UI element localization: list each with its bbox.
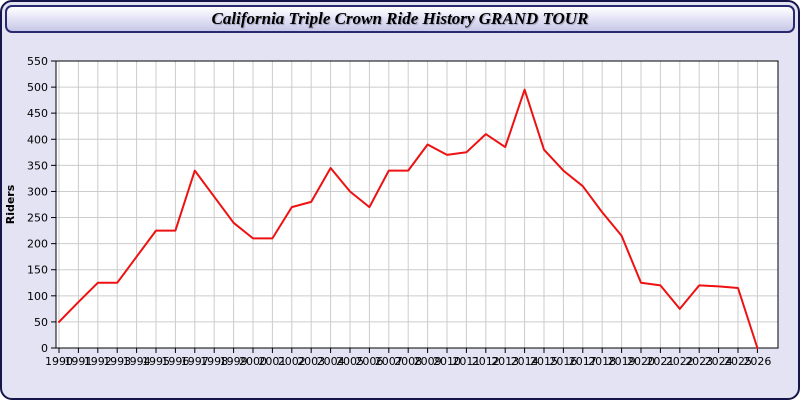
axis-frame (55, 60, 779, 349)
x-tick-label: 2012 (472, 355, 500, 368)
y-tick-label: 250 (27, 212, 48, 225)
x-tick-label: 1998 (200, 355, 228, 368)
x-tick-label: 2002 (278, 355, 306, 368)
x-tick-label: 2001 (258, 355, 286, 368)
x-tick-label: 2011 (452, 355, 480, 368)
x-tick-label: 1993 (103, 355, 131, 368)
plot-area (56, 61, 778, 348)
x-tick-label: 2014 (511, 355, 539, 368)
x-tick-label: 1990 (45, 355, 73, 368)
page-title: California Triple Crown Ride History GRA… (211, 9, 589, 28)
x-tick-label: 2009 (414, 355, 442, 368)
x-tick-label: 1992 (84, 355, 112, 368)
x-tick-label: 1997 (181, 355, 209, 368)
x-tick-label: 2015 (530, 355, 558, 368)
y-tick-label: 400 (27, 133, 48, 146)
x-tick-label: 2021 (646, 355, 674, 368)
x-tick-label: 2000 (239, 355, 267, 368)
x-tick-label: 2024 (705, 355, 733, 368)
y-tick-label: 300 (27, 185, 48, 198)
y-tick-label: 200 (27, 238, 48, 251)
x-tick-label: 2017 (569, 355, 597, 368)
ride-history-line (58, 88, 759, 349)
y-tick-label: 550 (27, 55, 48, 68)
y-axis-title: Riders (4, 184, 17, 224)
x-tick-label: 1994 (123, 355, 151, 368)
x-tick-label: 2008 (394, 355, 422, 368)
x-tick-label: 2019 (608, 355, 636, 368)
x-tick-label: 2026 (743, 355, 771, 368)
x-tick-label: 2005 (336, 355, 364, 368)
x-tick-label: 2016 (549, 355, 577, 368)
y-tick-label: 50 (34, 316, 48, 329)
x-tick-label: 2013 (491, 355, 519, 368)
x-tick-label: 2022 (666, 355, 694, 368)
x-tick-label: 2023 (685, 355, 713, 368)
x-tick-label: 2018 (588, 355, 616, 368)
x-tick-label: 2007 (375, 355, 403, 368)
x-tick-label: 2025 (724, 355, 752, 368)
y-tick-label: 500 (27, 81, 48, 94)
y-tick-label: 0 (41, 342, 48, 355)
title-bar: California Triple Crown Ride History GRA… (5, 5, 795, 33)
x-tick-label: 2006 (355, 355, 383, 368)
x-tick-label: 1995 (142, 355, 170, 368)
x-tick-label: 2004 (317, 355, 345, 368)
y-tick-label: 150 (27, 264, 48, 277)
y-tick-label: 350 (27, 159, 48, 172)
y-tick-label: 100 (27, 290, 48, 303)
x-tick-label: 2010 (433, 355, 461, 368)
x-tick-label: 1996 (161, 355, 189, 368)
x-tick-label: 2020 (627, 355, 655, 368)
x-tick-label: 1991 (64, 355, 92, 368)
y-tick-label: 450 (27, 107, 48, 120)
x-tick-label: 1999 (220, 355, 248, 368)
x-tick-label: 2003 (297, 355, 325, 368)
